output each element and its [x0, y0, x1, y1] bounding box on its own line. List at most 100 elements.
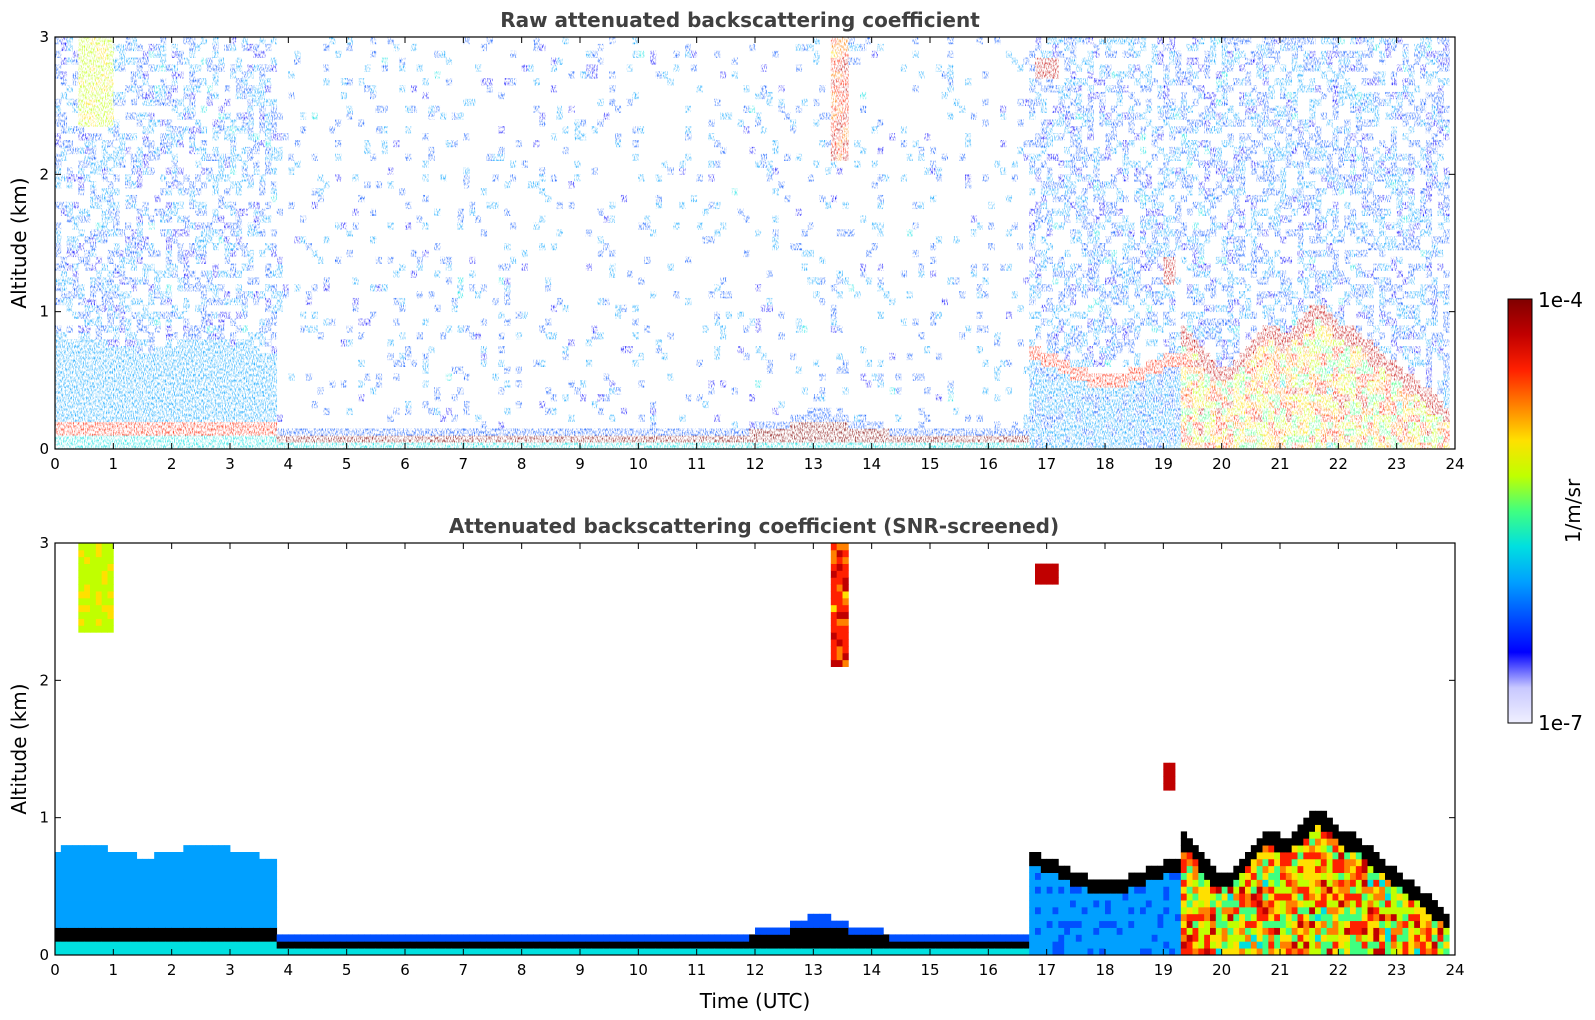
- heatmap-cell: [1052, 428, 1059, 436]
- heatmap-cell: [171, 64, 178, 72]
- heatmap-cell: [1151, 140, 1158, 148]
- heatmap-cell: [212, 243, 219, 251]
- heatmap-cell: [253, 387, 260, 395]
- heatmap-cell: [1274, 291, 1281, 299]
- heatmap-cell: [941, 428, 948, 436]
- heatmap-cell: [311, 201, 318, 210]
- heatmap-cell: [1064, 146, 1071, 155]
- heatmap-cell: [609, 71, 616, 79]
- heatmap-cell: [253, 373, 260, 381]
- heatmap-cell: [282, 284, 289, 292]
- heatmap-cell: [1040, 249, 1048, 258]
- heatmap-cell: [510, 160, 517, 168]
- heatmap-cell: [1233, 256, 1240, 264]
- heatmap-cell: [1087, 359, 1094, 367]
- heatmap-cell: [1239, 140, 1246, 148]
- heatmap-cell: [1186, 346, 1193, 354]
- heatmap-cell: [183, 85, 190, 93]
- heatmap-cell: [195, 387, 202, 395]
- heatmap-cell: [1052, 105, 1059, 113]
- heatmap-cell: [1070, 112, 1077, 120]
- heatmap-cell: [1064, 359, 1071, 367]
- heatmap-cell: [976, 414, 983, 422]
- heatmap-cell: [988, 243, 995, 251]
- heatmap-cell: [451, 435, 458, 443]
- heatmap-cell: [877, 428, 884, 436]
- heatmap-cell: [720, 428, 727, 436]
- heatmap-cell: [1163, 174, 1170, 182]
- heatmap-cell: [1315, 366, 1322, 374]
- heatmap-cell: [679, 160, 686, 168]
- heatmap-cell: [650, 291, 657, 299]
- heatmap-cell: [1052, 50, 1059, 58]
- heatmap-cell: [1175, 64, 1182, 72]
- heatmap-cell: [259, 215, 266, 223]
- heatmap-cell: [819, 394, 826, 402]
- heatmap-cell: [177, 442, 184, 450]
- heatmap-cell: [836, 112, 843, 120]
- heatmap-cell: [1210, 428, 1217, 436]
- heatmap-cell: [574, 126, 581, 134]
- heatmap-cell: [183, 304, 190, 313]
- heatmap-cell: [1029, 105, 1036, 113]
- heatmap-cell: [521, 249, 528, 258]
- heatmap-cell: [165, 442, 173, 450]
- heatmap-cell: [1250, 112, 1258, 120]
- heatmap-cell: [101, 222, 108, 230]
- heatmap-cell: [1186, 284, 1193, 292]
- heatmap-cell: [1268, 64, 1275, 72]
- heatmap-cell: [1192, 284, 1199, 292]
- heatmap-cell: [1250, 352, 1258, 361]
- heatmap-cell: [1099, 256, 1106, 264]
- heatmap-cell: [737, 208, 744, 216]
- heatmap-cell: [1262, 291, 1269, 299]
- heatmap-cell: [1145, 421, 1153, 429]
- heatmap-cell: [1087, 126, 1094, 134]
- heatmap-cell: [107, 78, 114, 86]
- heatmap-cell: [1320, 284, 1328, 292]
- heatmap-cell: [813, 394, 820, 402]
- heatmap-cell: [1192, 311, 1199, 319]
- heatmap-cell: [107, 112, 114, 120]
- heatmap-cell: [270, 270, 278, 278]
- heatmap-cell: [311, 153, 318, 161]
- heatmap-cell: [212, 291, 219, 299]
- heatmap-cell: [235, 85, 243, 93]
- heatmap-cell: [72, 414, 79, 422]
- heatmap-cell: [1087, 249, 1094, 258]
- heatmap-cell: [1169, 153, 1176, 161]
- heatmap-cell: [1070, 339, 1077, 347]
- heatmap-cell: [626, 442, 633, 450]
- heatmap-cell: [545, 442, 552, 450]
- heatmap-cell: [836, 91, 843, 100]
- heatmap-cell: [160, 359, 167, 367]
- heatmap-cell: [1274, 380, 1281, 388]
- heatmap-cell: [148, 43, 155, 52]
- heatmap-cell: [101, 442, 108, 450]
- heatmap-cell: [1221, 71, 1228, 79]
- heatmap-cell: [1163, 373, 1170, 381]
- heatmap-cell: [148, 291, 155, 299]
- heatmap-cell: [136, 277, 143, 285]
- heatmap-cell: [1099, 91, 1106, 100]
- heatmap-cell: [66, 394, 73, 402]
- heatmap-cell: [165, 380, 173, 388]
- heatmap-cell: [125, 435, 132, 443]
- heatmap-cell: [171, 201, 178, 210]
- heatmap-cell: [1075, 332, 1083, 340]
- heatmap-cell: [224, 373, 231, 381]
- heatmap-cell: [90, 352, 97, 361]
- heatmap-cell: [1309, 394, 1316, 402]
- heatmap-cell: [136, 119, 143, 127]
- heatmap-cell: [189, 243, 196, 251]
- heatmap-cell: [1285, 277, 1293, 285]
- heatmap-cell: [1262, 91, 1269, 100]
- heatmap-cell: [1140, 37, 1147, 45]
- heatmap-cell: [1116, 346, 1123, 354]
- heatmap-cell: [218, 215, 225, 223]
- heatmap-cell: [60, 37, 68, 45]
- heatmap-cell: [737, 442, 744, 450]
- heatmap-cell: [375, 380, 383, 388]
- heatmap-cell: [1198, 407, 1205, 416]
- heatmap-cell: [265, 78, 272, 86]
